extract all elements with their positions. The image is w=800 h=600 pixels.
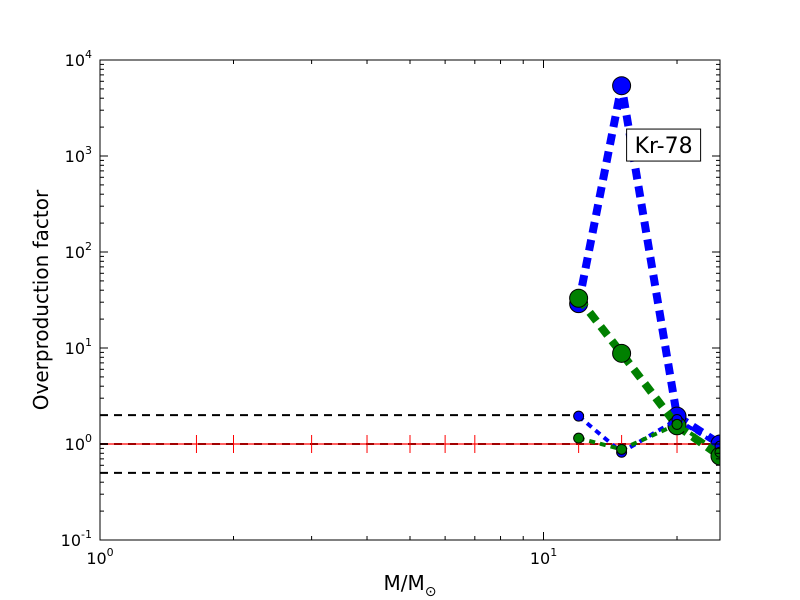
series-line xyxy=(575,295,720,460)
data-point xyxy=(573,432,585,444)
y-axis-label: Overproduction factor xyxy=(29,189,53,410)
data-point xyxy=(671,418,683,430)
data-point xyxy=(714,446,720,458)
annotation-box xyxy=(626,128,702,162)
data-point xyxy=(612,343,632,363)
series-line xyxy=(578,422,720,454)
annotation-label: Kr-78 xyxy=(635,134,693,159)
x-axis-label: M/M⊙ xyxy=(384,571,437,600)
data-point xyxy=(569,288,589,308)
series-line xyxy=(574,84,720,448)
data-point xyxy=(612,76,632,96)
series-line xyxy=(577,414,720,455)
data-point xyxy=(616,443,628,455)
data-point xyxy=(573,410,585,422)
